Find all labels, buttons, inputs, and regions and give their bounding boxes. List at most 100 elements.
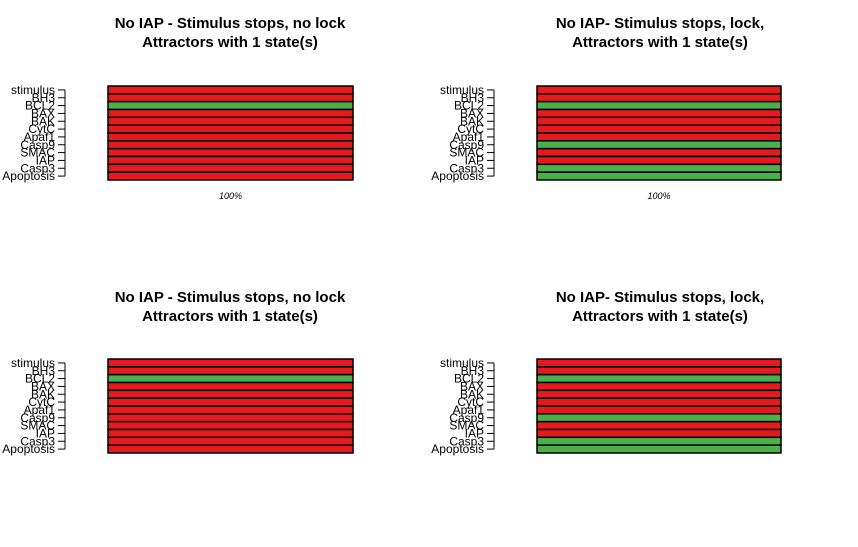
gene-label-casp9: Casp9 (20, 138, 55, 152)
cell-iap-inactive (536, 155, 782, 166)
gene-label-bh3: BH3 (461, 364, 485, 378)
gene-label-cytc: CytC (28, 122, 55, 136)
gene-label-stimulus: stimulus (11, 83, 55, 97)
cell-bh3-inactive (107, 93, 354, 103)
gene-label-apoptosis: Apoptosis (2, 442, 55, 456)
panel-title: No IAP- Stimulus stops, lock, (556, 15, 764, 32)
cell-iap-inactive (107, 428, 354, 439)
cell-smac-inactive (536, 147, 782, 158)
cell-cytc-inactive (536, 124, 782, 134)
gene-label-casp3: Casp3 (20, 161, 55, 175)
cell-stimulus-inactive (107, 85, 354, 95)
cell-casp3-inactive (107, 436, 354, 446)
gene-label-bh3: BH3 (32, 91, 56, 105)
cell-iap-inactive (536, 428, 782, 439)
cell-bax-inactive (536, 381, 782, 392)
cell-apaf1-inactive (107, 405, 354, 415)
cell-apoptosis-inactive (107, 444, 354, 454)
cell-stimulus-inactive (107, 358, 354, 368)
gene-label-cytc: CytC (457, 395, 484, 409)
gene-label-smac: SMAC (20, 419, 55, 433)
gene-label-bak: BAK (460, 387, 484, 401)
gene-label-bax: BAX (460, 106, 484, 120)
panel-subtitle: Attractors with 1 state(s) (142, 34, 318, 51)
cell-stimulus-inactive (536, 85, 782, 95)
gene-label-stimulus: stimulus (440, 83, 484, 97)
cell-cytc-inactive (107, 124, 354, 134)
cell-casp3-active (536, 163, 782, 173)
cell-smac-inactive (107, 420, 354, 431)
cell-bh3-inactive (107, 366, 354, 376)
cell-apaf1-inactive (536, 405, 782, 415)
column-percentage-label: 100% (647, 191, 670, 201)
gene-label-casp9: Casp9 (449, 138, 484, 152)
gene-label-bcl2: BCL2 (25, 99, 55, 113)
gene-label-cytc: CytC (28, 395, 55, 409)
cell-bax-inactive (107, 108, 354, 119)
cell-iap-inactive (107, 155, 354, 166)
gene-label-bax: BAX (460, 379, 484, 393)
cell-casp9-inactive (107, 140, 354, 150)
gene-label-apoptosis: Apoptosis (2, 169, 55, 183)
cell-casp9-inactive (107, 413, 354, 423)
gene-label-iap: IAP (465, 153, 484, 167)
gene-label-smac: SMAC (449, 146, 484, 160)
gene-label-bh3: BH3 (461, 91, 485, 105)
gene-label-casp9: Casp9 (20, 411, 55, 425)
panel-subtitle: Attractors with 1 state(s) (572, 34, 748, 51)
gene-label-stimulus: stimulus (440, 356, 484, 370)
cell-apaf1-inactive (107, 132, 354, 142)
gene-label-iap: IAP (36, 426, 55, 440)
cell-apoptosis-active (536, 171, 782, 181)
gene-label-apoptosis: Apoptosis (431, 442, 484, 456)
cell-casp3-inactive (107, 163, 354, 173)
attractor-panel-4: No IAP- Stimulus stops, lock, Attractors … (431, 289, 782, 456)
gene-label-casp3: Casp3 (20, 434, 55, 448)
attractor-panel-2: No IAP- Stimulus stops, lock, Attractors … (431, 15, 782, 201)
gene-label-bcl2: BCL2 (25, 372, 55, 386)
cell-smac-inactive (536, 420, 782, 431)
gene-label-bak: BAK (31, 114, 55, 128)
cell-bak-inactive (107, 116, 354, 126)
cell-bak-inactive (536, 389, 782, 399)
gene-label-apoptosis: Apoptosis (431, 169, 484, 183)
cell-casp9-active (536, 140, 782, 150)
cell-bcl2-active (107, 100, 354, 111)
gene-label-casp3: Casp3 (449, 161, 484, 175)
panel-subtitle: Attractors with 1 state(s) (142, 308, 318, 325)
column-percentage-label: 100% (219, 191, 242, 201)
cell-bh3-inactive (536, 366, 782, 376)
gene-label-casp3: Casp3 (449, 434, 484, 448)
gene-label-bak: BAK (460, 114, 484, 128)
cell-apoptosis-inactive (107, 171, 354, 181)
gene-label-smac: SMAC (20, 146, 55, 160)
panel-subtitle: Attractors with 1 state(s) (572, 308, 748, 325)
cell-bak-inactive (107, 389, 354, 399)
gene-label-cytc: CytC (457, 122, 484, 136)
cell-bcl2-active (536, 100, 782, 111)
cell-bh3-inactive (536, 93, 782, 103)
cell-apoptosis-active (536, 444, 782, 454)
cell-bcl2-active (536, 373, 782, 384)
cell-casp3-active (536, 436, 782, 446)
gene-label-bcl2: BCL2 (454, 99, 484, 113)
gene-label-smac: SMAC (449, 419, 484, 433)
cell-bak-inactive (536, 116, 782, 126)
attractor-panel-3: No IAP - Stimulus stops, no lock Attracto… (2, 289, 354, 456)
panel-title: No IAP - Stimulus stops, no lock (115, 15, 346, 32)
gene-label-apaf1: Apaf1 (24, 403, 56, 417)
gene-label-iap: IAP (465, 426, 484, 440)
gene-label-bak: BAK (31, 387, 55, 401)
cell-smac-inactive (107, 147, 354, 158)
cell-bax-inactive (107, 381, 354, 392)
gene-label-bax: BAX (31, 379, 55, 393)
gene-label-stimulus: stimulus (11, 356, 55, 370)
gene-label-bax: BAX (31, 106, 55, 120)
gene-label-bcl2: BCL2 (454, 372, 484, 386)
cell-bax-inactive (536, 108, 782, 119)
panel-title: No IAP- Stimulus stops, lock, (556, 289, 764, 306)
cell-cytc-inactive (107, 397, 354, 407)
gene-label-casp9: Casp9 (449, 411, 484, 425)
gene-label-bh3: BH3 (32, 364, 56, 378)
